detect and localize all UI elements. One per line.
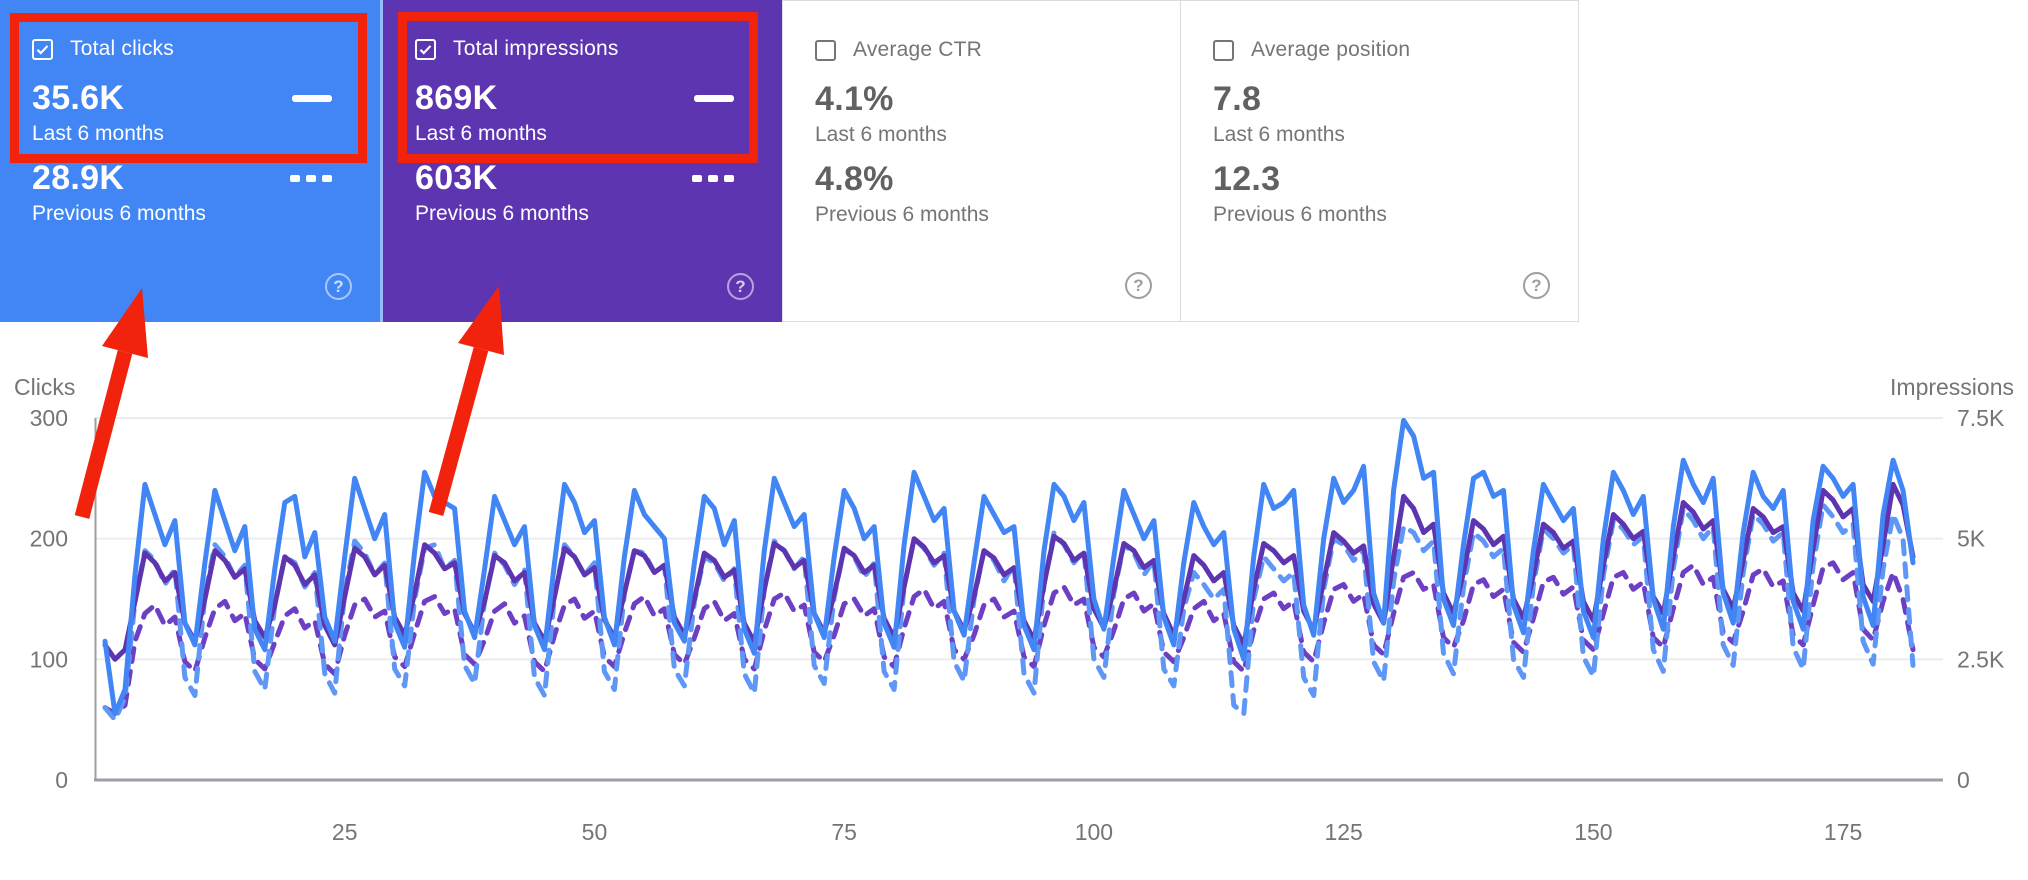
series-line-impressions-previous [102,560,1916,717]
help-icon[interactable]: ? [1523,272,1550,299]
performance-chart-canvas[interactable]: 0 0 100 2.5K 200 5K 300 7.5K Clicks Impressions 25… [0,322,2028,880]
period-label-previous: Previous 6 months [815,203,989,226]
left-axis-tick: 0 [55,767,68,793]
period-label-previous: Previous 6 months [1213,203,1387,226]
help-icon[interactable]: ? [1125,272,1152,299]
x-axis-tick: 25 [332,819,358,845]
checkbox-average-ctr[interactable] [815,39,836,61]
x-axis-tick: 175 [1824,819,1862,845]
card-average-ctr[interactable]: Average CTR 4.1% Last 6 months 4.8% Prev… [782,0,1181,322]
checkbox-total-impressions[interactable] [415,38,436,60]
period-label-previous: Previous 6 months [415,202,589,225]
metric-value-current: 35.6K [32,78,125,117]
metric-value-previous: 28.9K [32,158,125,197]
metric-value-current: 4.1% [815,79,894,118]
card-average-position[interactable]: Average position 7.8 Last 6 months 12.3 … [1180,0,1579,322]
right-axis-tick: 2.5K [1957,646,2005,672]
x-axis-tick: 125 [1324,819,1362,845]
x-axis-tick: 150 [1574,819,1612,845]
card-label: Average position [1251,38,1411,61]
metric-cards-row: Total clicks 35.6K Last 6 months 28.9K P… [0,0,1579,322]
series-line-impressions-current [102,481,1916,662]
period-label-current: Last 6 months [1213,123,1345,146]
card-label: Total clicks [70,37,174,60]
performance-chart[interactable]: 0 0 100 2.5K 200 5K 300 7.5K Clicks Impressions 25… [0,322,2028,880]
right-axis-tick: 7.5K [1957,405,2005,431]
right-axis-tick: 5K [1957,526,1986,552]
left-axis-tick: 200 [30,526,68,552]
x-axis-tick: 75 [831,819,857,845]
solid-line-legend-icon [292,94,332,102]
metric-value-previous: 603K [415,158,498,197]
period-label-current: Last 6 months [815,123,947,146]
help-icon[interactable]: ? [325,273,352,300]
checkmark-icon [36,44,49,55]
left-axis-tick: 100 [30,646,68,672]
left-axis-tick: 300 [30,405,68,431]
checkbox-total-clicks[interactable] [32,38,53,60]
dashed-line-legend-icon [692,174,734,182]
metric-value-current: 7.8 [1213,79,1262,118]
metric-value-previous: 12.3 [1213,159,1281,198]
metric-value-current: 869K [415,78,498,117]
right-axis-title: Impressions [1890,374,2014,400]
help-icon[interactable]: ? [727,273,754,300]
period-label-previous: Previous 6 months [32,202,206,225]
x-axis-tick: 100 [1075,819,1113,845]
card-label: Average CTR [853,38,983,61]
solid-line-legend-icon [694,94,734,102]
dashed-line-legend-icon [290,174,332,182]
series-line-clicks-current [102,417,1916,717]
period-label-current: Last 6 months [32,122,164,145]
checkbox-average-position[interactable] [1213,39,1234,61]
right-axis-tick: 0 [1957,767,1970,793]
card-total-clicks[interactable]: Total clicks 35.6K Last 6 months 28.9K P… [0,0,383,322]
x-axis-tick: 50 [582,819,608,845]
period-label-current: Last 6 months [415,122,547,145]
left-axis-title: Clicks [14,374,75,400]
card-label: Total impressions [453,37,619,60]
card-total-impressions[interactable]: Total impressions 869K Last 6 months 603… [383,0,782,322]
checkmark-icon [419,44,432,55]
metric-value-previous: 4.8% [815,159,894,198]
